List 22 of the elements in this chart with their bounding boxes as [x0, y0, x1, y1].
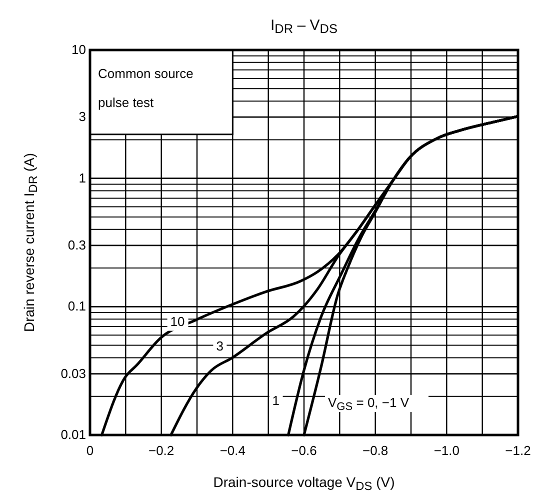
y-tick-label: 0.3 [68, 237, 86, 252]
series-label: 10 [170, 314, 185, 329]
note-box: Common source pulse test [89, 49, 234, 136]
annotation: Common source pulse test [98, 66, 194, 110]
x-tick-label: −0.6 [291, 443, 317, 458]
series-label: 3 [216, 338, 224, 354]
x-tick-label: −0.8 [362, 443, 388, 458]
y-tick-label: 0.03 [60, 366, 86, 381]
x-tick-label: 0 [86, 443, 94, 458]
series-label: 1 [272, 393, 280, 408]
x-tick-label: −1.0 [434, 443, 460, 458]
series-label: V$_{GS}$ = 0, −1 V [328, 395, 410, 413]
y-tick-label: 10 [72, 42, 86, 57]
y-tick-label: 0.01 [60, 427, 86, 442]
x-tick-label: −0.4 [220, 443, 246, 458]
y-tick-label: 0.1 [68, 298, 86, 314]
y-tick-label: 1 [78, 170, 86, 186]
chart-title: I$_{DR}$ – V$_{DS}$ [270, 17, 338, 36]
x-tick-label: −0.2 [148, 443, 174, 458]
x-axis-title: Drain-source voltage V$_{DS}$ (V) [213, 474, 395, 493]
x-tick-label: −1.2 [505, 443, 531, 458]
y-tick-label: 3 [78, 109, 86, 124]
